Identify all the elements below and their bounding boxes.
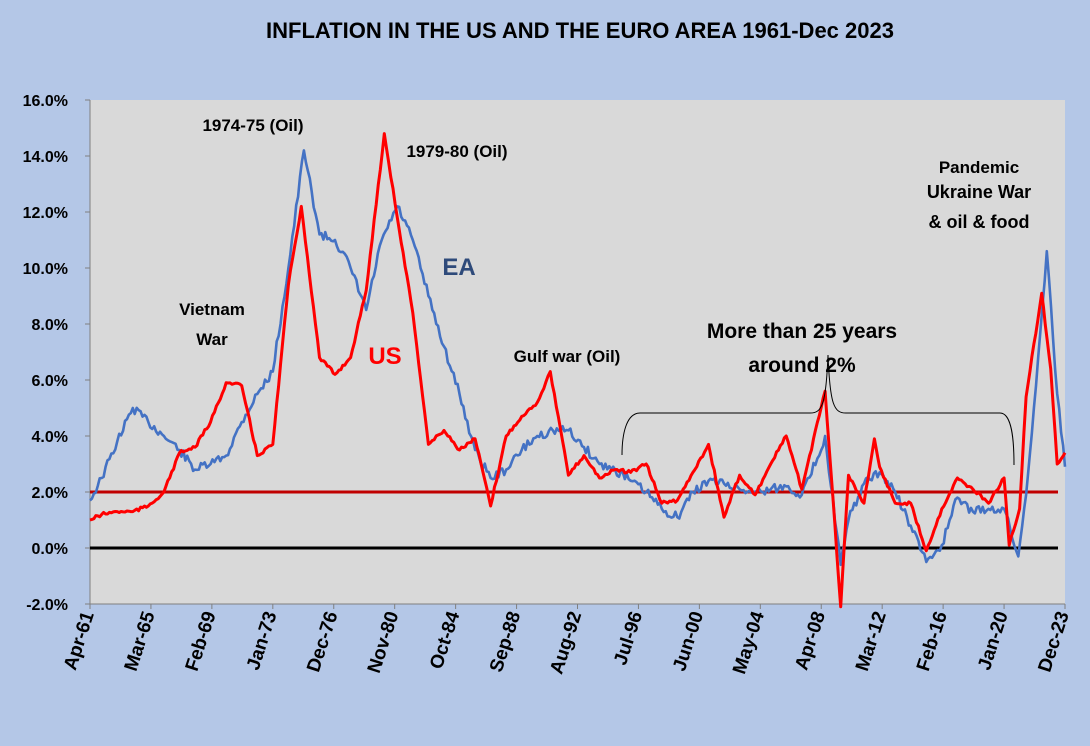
annotation-label: Ukraine War	[927, 182, 1031, 202]
x-tick-label: Jul-96	[610, 609, 647, 668]
x-tick-label: Jun-00	[669, 609, 708, 674]
series-label-ea: EA	[442, 254, 475, 281]
plot-area	[90, 100, 1065, 604]
annotation-label: & oil & food	[929, 212, 1030, 232]
x-tick-label: Feb-16	[913, 609, 952, 674]
x-tick-label: Mar-65	[121, 609, 160, 674]
x-tick-label: Feb-69	[182, 609, 221, 674]
series-label-us: US	[368, 343, 401, 370]
y-axis: -2.0% 0.0% 2.0% 4.0% 6.0% 8.0% 10.0% 12.0% 14.0%…	[23, 93, 91, 614]
x-tick-label: Apr-61	[60, 609, 99, 673]
y-tick-label: 10.0%	[23, 261, 68, 278]
x-tick-label: Apr-08	[791, 609, 830, 673]
y-tick-label: 2.0%	[32, 485, 68, 502]
x-tick-label: Dec-23	[1035, 609, 1074, 675]
series-lines	[89, 132, 1067, 609]
x-tick-label: May-04	[729, 609, 769, 677]
y-tick-label: 16.0%	[23, 93, 68, 110]
x-tick-label: Oct-84	[426, 609, 464, 672]
annotations: 1974-75 (Oil) 1979-80 (Oil) Vietnam War Gulf…	[179, 116, 1031, 466]
x-tick-label: Aug-92	[546, 609, 586, 677]
chart-title: INFLATION IN THE US AND THE EURO AREA 19…	[266, 18, 894, 43]
annotation-label: 1979-80 (Oil)	[406, 142, 507, 161]
annotation-label: Pandemic	[939, 158, 1019, 177]
annotation-label: Gulf war (Oil)	[514, 347, 621, 366]
y-tick-label: -2.0%	[26, 597, 68, 614]
x-axis: Apr-61 Mar-65 Feb-69 Jan-73 Dec-76 Nov-80 Oct-…	[60, 603, 1074, 677]
y-tick-label: 12.0%	[23, 205, 68, 222]
annotation-label: 1974-75 (Oil)	[202, 116, 303, 135]
annotation-label: War	[196, 330, 228, 349]
y-tick-label: 8.0%	[32, 317, 68, 334]
reference-lines	[90, 490, 1058, 550]
y-tick-label: 14.0%	[23, 149, 68, 166]
annotation-label: Vietnam	[179, 300, 245, 319]
brace-bracket	[621, 354, 1015, 466]
y-tick-label: 0.0%	[32, 541, 68, 558]
annotation-label: More than 25 years	[707, 320, 897, 343]
series-line-us	[89, 132, 1067, 609]
annotation-label: around 2%	[748, 354, 856, 377]
x-tick-label: Jan-20	[974, 609, 1013, 673]
x-tick-label: Dec-76	[303, 609, 342, 675]
x-tick-label: Jan-73	[243, 609, 282, 673]
y-tick-label: 4.0%	[32, 429, 68, 446]
x-tick-label: Sep-88	[486, 609, 525, 675]
x-tick-label: Nov-80	[364, 609, 404, 676]
y-tick-label: 6.0%	[32, 373, 68, 390]
x-tick-label: Mar-12	[852, 609, 891, 674]
